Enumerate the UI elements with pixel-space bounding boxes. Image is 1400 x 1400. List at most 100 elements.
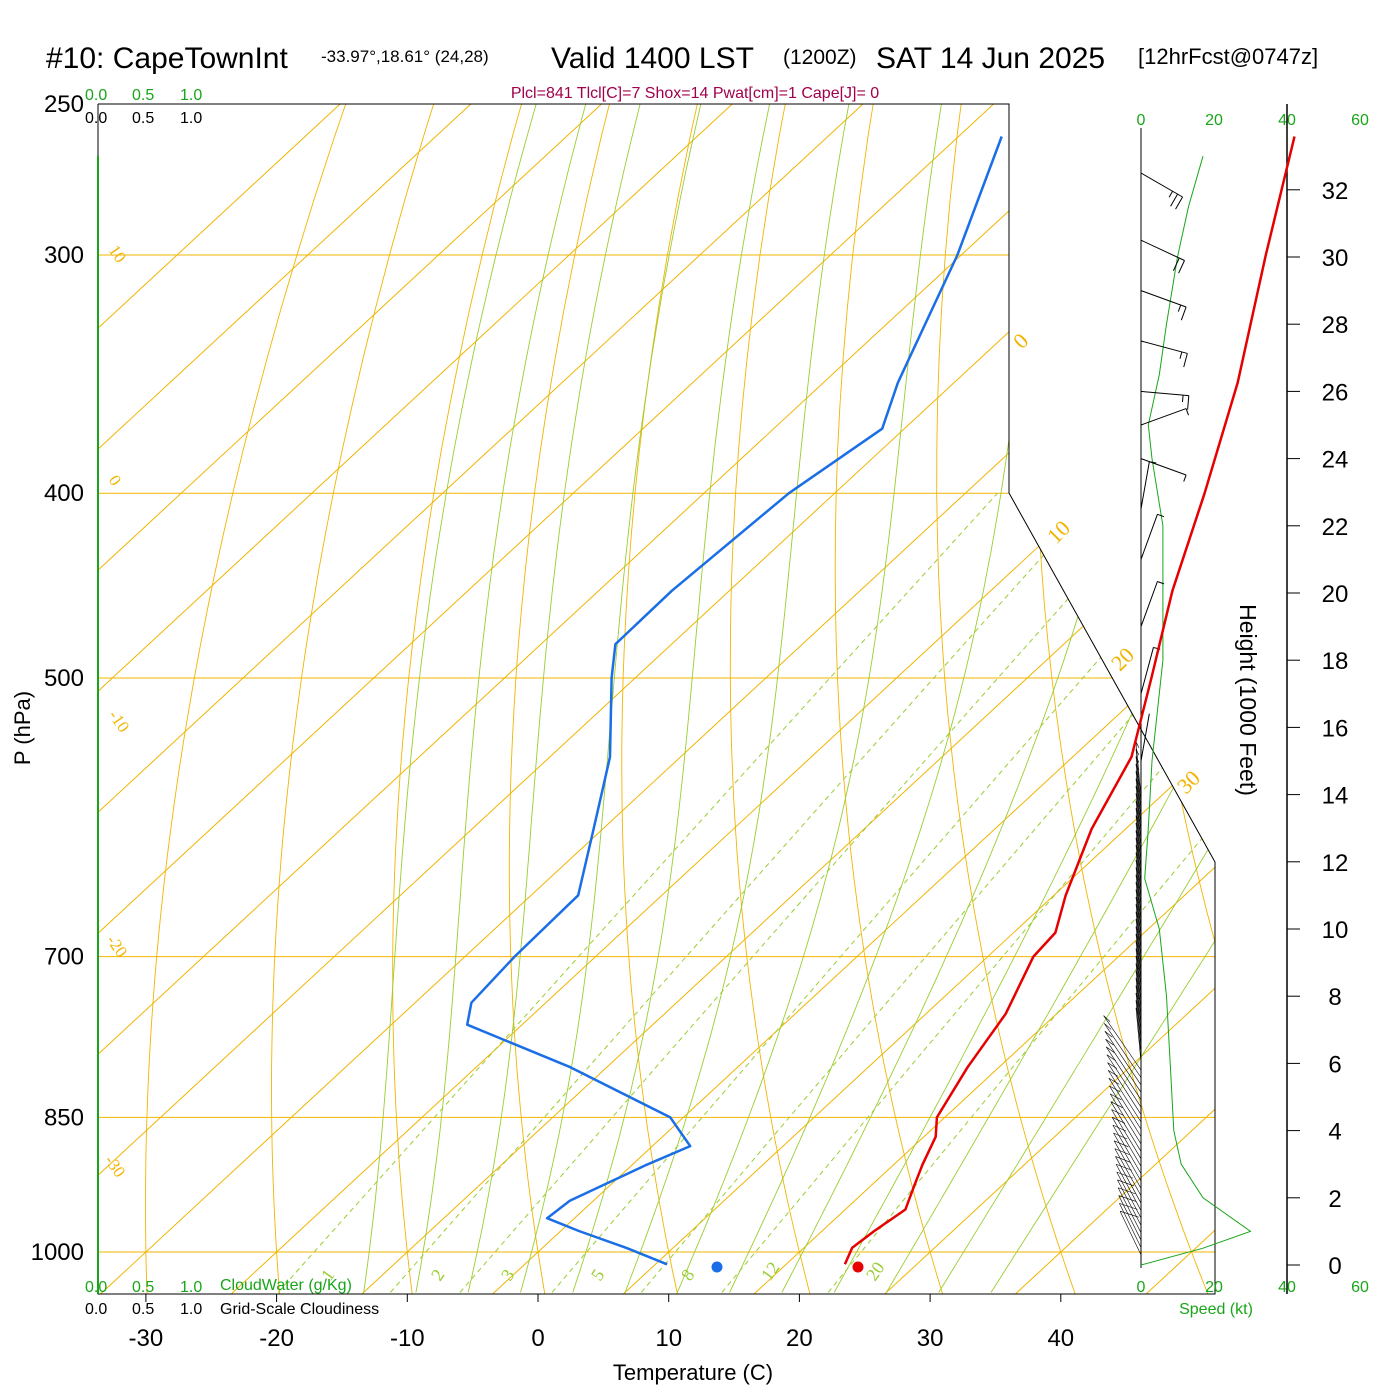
moist-adiabat: [467, 104, 650, 1293]
low-barb-staff: [1135, 941, 1142, 997]
moist-adiabat: [624, 104, 856, 1293]
height-tick-0: 0: [1328, 1253, 1341, 1280]
low-barb-flag: [1135, 741, 1140, 748]
right-axis-title: Height (1000 Feet): [1235, 604, 1261, 796]
top-cloud-scales: 0.0 0.5 1.0 0.0 0.5 1.0: [85, 87, 202, 127]
low-barb-staff: [1135, 970, 1142, 1026]
wind-barb: [1140, 408, 1189, 426]
top-green-scale-2: 1.0: [180, 87, 202, 104]
low-barb-staff: [1135, 793, 1142, 849]
wind-barb-half: [1157, 513, 1165, 518]
low-barb-staff: [1135, 904, 1142, 960]
wind-barb: [1140, 581, 1165, 627]
forecast-date: SAT 14 Jun 2025: [876, 42, 1105, 75]
x-axis-title: Temperature (C): [613, 1360, 773, 1385]
low-barb-staff: [1135, 763, 1142, 819]
low-barb-staff: [1135, 867, 1142, 923]
low-barb-flag: [1106, 1046, 1115, 1054]
wind-barb-half: [1183, 474, 1187, 482]
top-speed-tick-0: 0: [1137, 112, 1146, 129]
low-barb-staff: [1135, 1007, 1142, 1063]
low-barb-staff: [1135, 896, 1142, 952]
low-barb-staff: [1111, 1109, 1142, 1159]
low-barb-flag: [1116, 1163, 1132, 1171]
low-barb-staff: [1135, 874, 1142, 930]
isotherm: [713, 104, 1215, 1294]
height-tick-4: 4: [1328, 1119, 1341, 1146]
low-barb-staff: [1110, 1101, 1142, 1152]
low-barb-staff: [1105, 1046, 1142, 1100]
top-green-scale-1: 0.5: [132, 87, 154, 104]
pressure-tick-400: 400: [44, 480, 84, 507]
wind-barb-half: [1181, 395, 1184, 403]
moist-adiabat: [572, 104, 778, 1293]
wind-barb-half: [1185, 408, 1189, 416]
mixing-ratio-line-8: [640, 492, 1215, 1293]
moist-adiabat: [886, 104, 1215, 1293]
low-barb-staff: [1114, 1148, 1142, 1196]
low-barb-flag: [1110, 1093, 1122, 1101]
temperature-tick--20: -20: [259, 1325, 294, 1352]
low-barb-staff: [1135, 933, 1142, 989]
wind-barb-half: [1157, 581, 1165, 585]
moist-adiabat: [415, 104, 596, 1293]
wind-barb-staff: [1140, 458, 1187, 476]
isotherm: [98, 104, 1215, 1294]
wind-barb-flag: [1172, 257, 1180, 271]
wind-barb-flag: [1170, 193, 1179, 207]
dry-adiabat: [1034, 104, 1215, 1294]
wind-barb-staff: [1140, 340, 1188, 354]
low-barb-staff: [1107, 1062, 1142, 1115]
low-barb-flag: [1116, 1171, 1134, 1179]
temperature-tick-0: 0: [531, 1325, 544, 1352]
low-barb-staff: [1108, 1078, 1142, 1130]
low-barb-flag: [1103, 1015, 1111, 1022]
moist-adiabat: [781, 104, 1184, 1293]
low-barb-staff: [1111, 1117, 1142, 1167]
low-barb-staff: [1118, 1195, 1142, 1241]
isotherm: [583, 104, 1215, 1294]
height-tick-12: 12: [1322, 850, 1349, 877]
low-barb-flag: [1114, 1140, 1129, 1148]
moist-adiabat: [990, 104, 1215, 1293]
station-title: #10: CapeTownInt: [46, 42, 288, 75]
moist-adiabat: [833, 104, 1215, 1293]
low-barb-staff: [1135, 845, 1142, 901]
moist-adiabat: [676, 104, 948, 1293]
speed-profile-line: [1140, 156, 1252, 1266]
low-barb-staff: [1113, 1132, 1142, 1182]
low-barb-flag: [1108, 1077, 1120, 1085]
low-barb-staff: [1135, 808, 1142, 864]
low-barb-flag: [1112, 1117, 1126, 1124]
low-barb-staff: [1104, 1031, 1142, 1086]
bottom-speed-tick-20: 20: [1205, 1279, 1223, 1296]
bottom-black-scale-1: 0.5: [132, 1301, 154, 1318]
low-barb-staff: [1104, 1023, 1142, 1078]
wind-barb: [1140, 513, 1165, 560]
dry-adiabat: [145, 104, 358, 1294]
wind-barb-staff: [1140, 239, 1185, 261]
low-barb-flag: [1113, 1132, 1128, 1140]
low-barb-staff: [1135, 963, 1142, 1019]
bottom-speed-tick-40: 40: [1278, 1279, 1296, 1296]
zulu-time: (1200Z): [783, 46, 857, 69]
low-barb-staff: [1109, 1093, 1142, 1145]
low-barb-staff: [1135, 756, 1142, 812]
low-barb-staff: [1103, 1015, 1142, 1071]
pressure-tick-250: 250: [44, 91, 84, 118]
mixing-ratio-line-12: [721, 492, 1215, 1293]
bottom-cloud-scales: 0.0 0.5 1.0 CloudWater (g/Kg) 0.0 0.5 1.…: [85, 1277, 379, 1318]
y-axis-title: P (hPa): [10, 691, 35, 765]
bottom-speed-tick-60: 60: [1351, 1279, 1369, 1296]
temperature-profile: [843, 136, 1296, 1265]
low-barb-staff: [1113, 1140, 1142, 1189]
wind-barbs: [1103, 172, 1190, 1256]
dry-adiabat: [621, 104, 706, 1294]
plot-frame: [97, 103, 1288, 1295]
thermo-grid: [98, 104, 1215, 1294]
wind-barb: [1140, 340, 1188, 368]
low-barb-staff: [1112, 1125, 1142, 1174]
wind-barb-half: [1149, 461, 1157, 464]
temperature-tick-20: 20: [786, 1325, 813, 1352]
low-barb-staff: [1135, 778, 1142, 834]
